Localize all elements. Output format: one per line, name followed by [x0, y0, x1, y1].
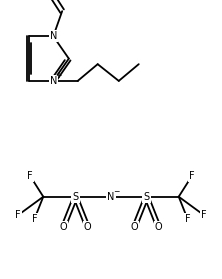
- Text: F: F: [189, 171, 195, 181]
- Text: O: O: [84, 222, 91, 232]
- Text: O: O: [59, 222, 67, 232]
- Text: O: O: [155, 222, 163, 232]
- Text: N: N: [107, 192, 115, 202]
- Text: S: S: [143, 192, 150, 202]
- Text: F: F: [185, 214, 190, 224]
- Text: S: S: [72, 192, 79, 202]
- Text: O: O: [131, 222, 138, 232]
- Text: +: +: [56, 71, 62, 80]
- Text: −: −: [114, 187, 120, 196]
- Text: N: N: [50, 31, 57, 41]
- Text: F: F: [201, 210, 207, 220]
- Text: F: F: [15, 210, 21, 220]
- Text: F: F: [32, 214, 37, 224]
- Text: F: F: [27, 171, 33, 181]
- Text: N: N: [50, 76, 57, 86]
